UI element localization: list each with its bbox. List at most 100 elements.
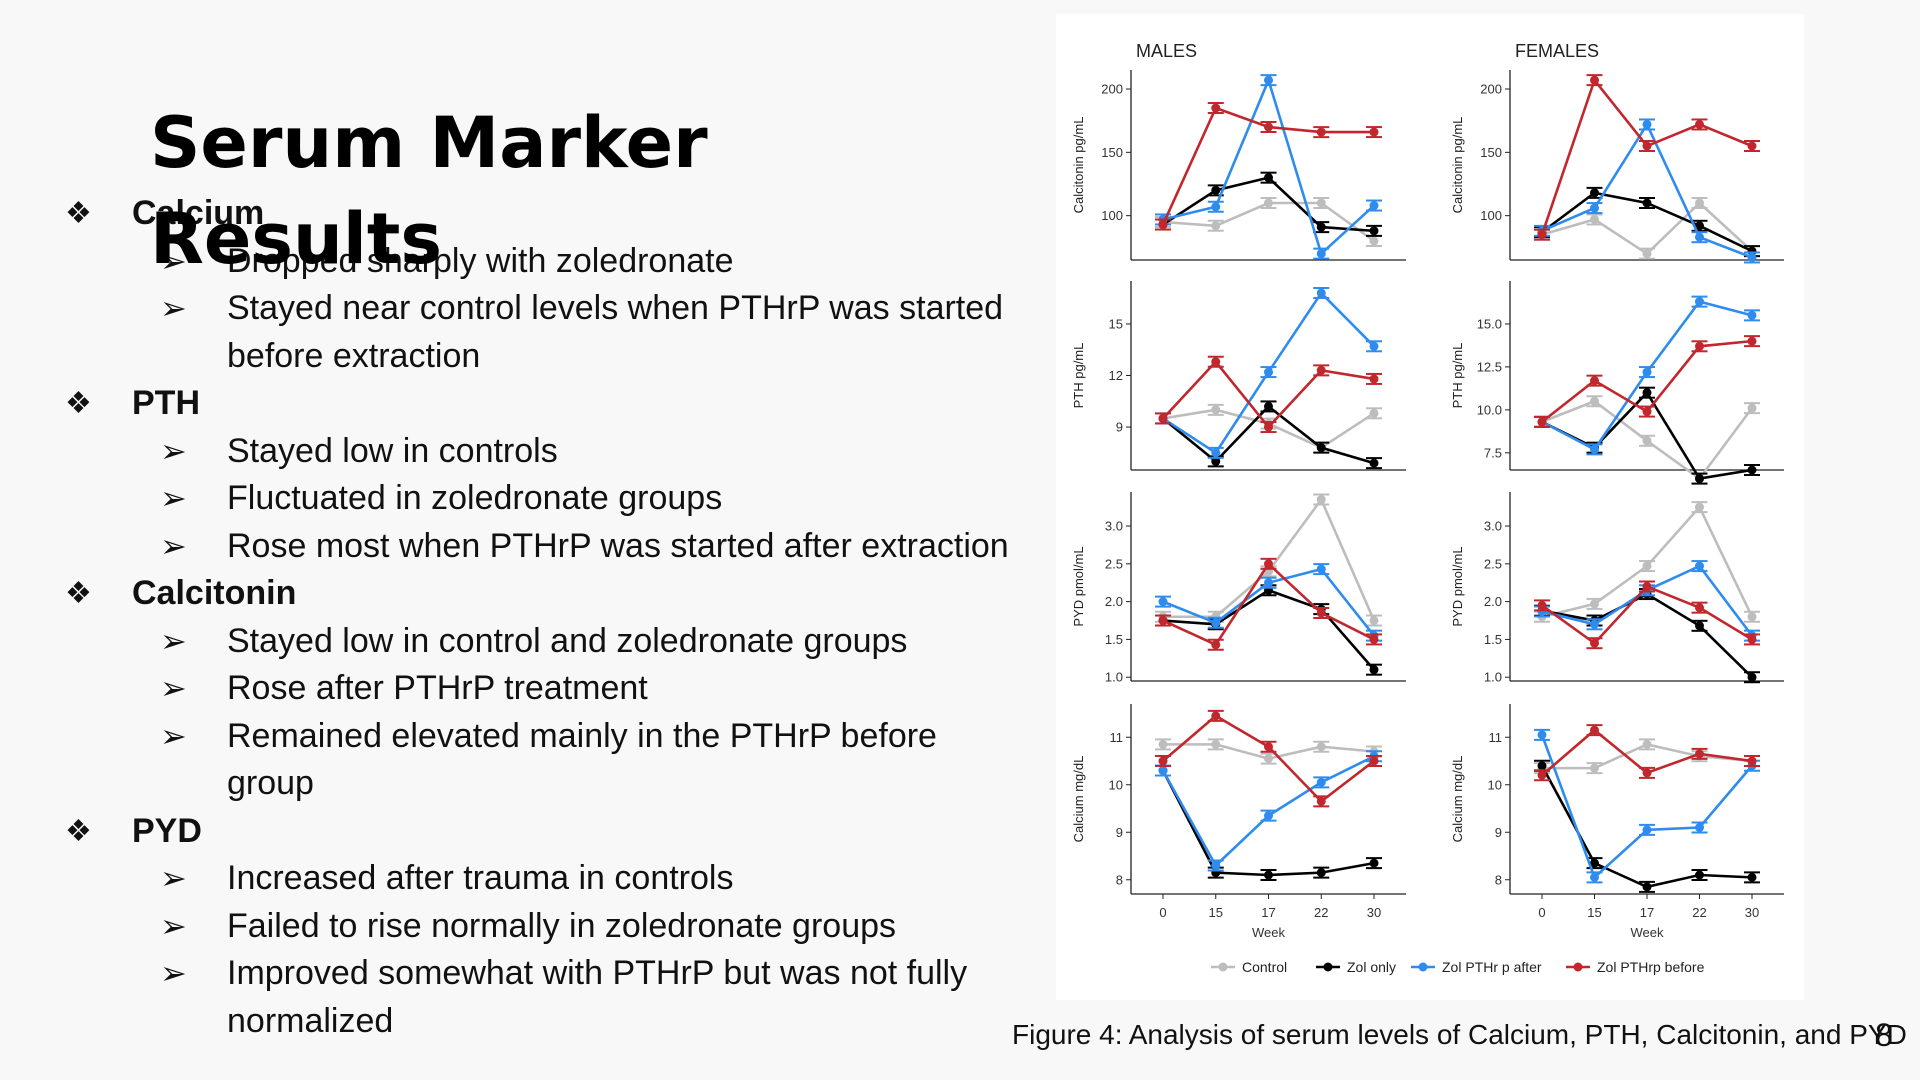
bullet-item: ➢ Increased after trauma in controls bbox=[60, 855, 1020, 903]
data-point bbox=[1537, 600, 1547, 610]
y-tick-label: 2.5 bbox=[1105, 556, 1123, 571]
data-point bbox=[1316, 443, 1326, 453]
legend-marker bbox=[1323, 962, 1333, 972]
data-point bbox=[1264, 173, 1273, 183]
y-tick-label: 10 bbox=[1488, 777, 1502, 792]
series-line bbox=[1540, 77, 1753, 236]
data-point bbox=[1590, 599, 1599, 609]
legend-marker bbox=[1418, 962, 1428, 972]
data-point bbox=[1695, 823, 1704, 832]
data-point bbox=[1695, 561, 1704, 571]
data-point bbox=[1747, 252, 1757, 262]
data-point bbox=[1590, 444, 1599, 454]
y-tick-label: 2.5 bbox=[1484, 556, 1502, 571]
data-point bbox=[1211, 448, 1221, 458]
data-point bbox=[1369, 458, 1379, 468]
data-point bbox=[1590, 75, 1599, 85]
data-point bbox=[1642, 407, 1652, 417]
bullet-text: Failed to rise normally in zoledronate g… bbox=[227, 906, 897, 945]
data-point bbox=[1747, 634, 1757, 644]
data-point bbox=[1747, 672, 1757, 682]
y-tick-label: 11 bbox=[1489, 730, 1503, 745]
y-tick-label: 200 bbox=[1480, 82, 1502, 97]
data-point bbox=[1211, 202, 1221, 212]
y-tick-label: 9 bbox=[1116, 420, 1123, 435]
data-point bbox=[1695, 603, 1704, 613]
data-point bbox=[1642, 198, 1652, 208]
y-tick-label: 1.5 bbox=[1484, 632, 1502, 647]
y-axis-label: PTH pg/mL bbox=[1450, 343, 1465, 409]
bullet-item: ➢ Stayed low in control and zoledronate g… bbox=[60, 618, 1020, 666]
data-point bbox=[1316, 198, 1326, 208]
x-tick-label: 30 bbox=[1367, 905, 1381, 920]
y-axis-label: PYD pmol/mL bbox=[1071, 546, 1086, 626]
data-point bbox=[1316, 249, 1326, 259]
data-point bbox=[1158, 756, 1168, 766]
data-point bbox=[1695, 119, 1704, 129]
data-point bbox=[1264, 75, 1273, 85]
column-title: FEMALES bbox=[1515, 41, 1599, 61]
data-point bbox=[1537, 761, 1547, 771]
data-point bbox=[1747, 612, 1757, 622]
x-tick-label: 17 bbox=[1640, 905, 1654, 920]
bullet-item: ➢ Rose most when PTHrP was started after … bbox=[60, 523, 1020, 571]
bullet-text: Increased after trauma in controls bbox=[227, 859, 734, 897]
data-point bbox=[1537, 230, 1547, 240]
y-tick-label: 200 bbox=[1101, 82, 1123, 97]
data-point bbox=[1590, 638, 1599, 648]
arrow-bullet-icon: ➢ bbox=[160, 860, 187, 896]
data-point bbox=[1590, 188, 1599, 198]
page-number: 8 bbox=[1875, 1017, 1893, 1053]
data-point bbox=[1264, 559, 1273, 569]
y-tick-label: 100 bbox=[1101, 208, 1123, 223]
section-heading-text: Calcitonin bbox=[132, 574, 297, 612]
data-point bbox=[1264, 198, 1273, 208]
data-point bbox=[1211, 861, 1221, 870]
data-point bbox=[1264, 578, 1273, 588]
legend-marker bbox=[1573, 962, 1583, 972]
data-point bbox=[1695, 341, 1704, 351]
diamond-bullet-icon: ❖ bbox=[65, 387, 92, 420]
data-point bbox=[1747, 756, 1757, 766]
section-heading: ❖ Calcium bbox=[60, 190, 1020, 238]
y-tick-label: 8 bbox=[1495, 872, 1502, 887]
diamond-bullet-icon: ❖ bbox=[65, 814, 92, 848]
legend-label: Control bbox=[1242, 959, 1287, 975]
data-point bbox=[1695, 474, 1704, 484]
data-point bbox=[1316, 564, 1326, 574]
data-point bbox=[1642, 739, 1652, 749]
data-point bbox=[1590, 619, 1599, 629]
series-line bbox=[1162, 588, 1375, 671]
x-tick-label: 15 bbox=[1209, 905, 1223, 920]
y-tick-label: 1.0 bbox=[1105, 670, 1123, 685]
arrow-bullet-icon: ➢ bbox=[160, 955, 187, 991]
data-point bbox=[1264, 870, 1273, 880]
figure-panel: MALES FEMALES Calcitonin pg/mL 100 150 200 Cal… bbox=[1056, 14, 1804, 1000]
data-point bbox=[1642, 561, 1652, 571]
arrow-bullet-icon: ➢ bbox=[160, 432, 187, 469]
data-point bbox=[1695, 502, 1704, 512]
section-heading-text: Calcium bbox=[132, 194, 265, 232]
y-tick-label: 15.0 bbox=[1477, 316, 1502, 331]
arrow-bullet-icon: ➢ bbox=[160, 717, 187, 754]
data-point bbox=[1590, 396, 1599, 406]
section-heading-text: PTH bbox=[132, 384, 200, 422]
data-point bbox=[1211, 405, 1221, 415]
data-point bbox=[1695, 621, 1704, 631]
data-point bbox=[1211, 456, 1221, 466]
data-point bbox=[1747, 336, 1757, 346]
data-point bbox=[1369, 634, 1379, 644]
y-tick-label: 1.5 bbox=[1105, 632, 1123, 647]
data-point bbox=[1158, 220, 1168, 230]
data-point bbox=[1264, 122, 1273, 132]
x-tick-label: 22 bbox=[1692, 905, 1706, 920]
data-point bbox=[1369, 858, 1379, 868]
data-point bbox=[1264, 754, 1273, 764]
section-heading-text: PYD bbox=[132, 811, 202, 850]
data-point bbox=[1747, 403, 1757, 413]
data-point bbox=[1642, 141, 1652, 151]
x-tick-label: 0 bbox=[1538, 905, 1545, 920]
data-point bbox=[1211, 221, 1221, 231]
y-axis-label: Calcitonin pg/mL bbox=[1450, 117, 1465, 214]
